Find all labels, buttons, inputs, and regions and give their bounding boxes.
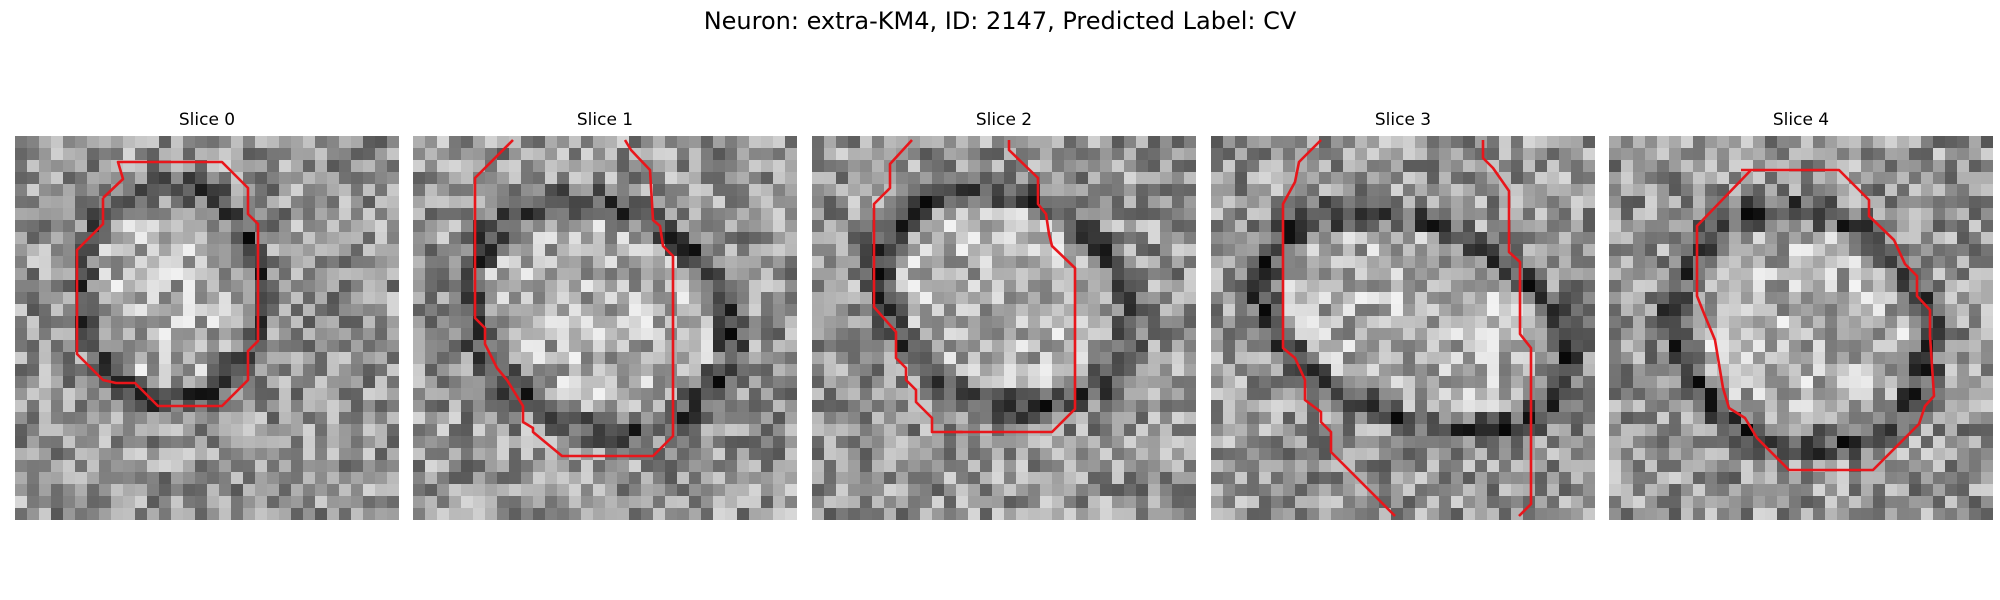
segmentation-contour-left: [473, 139, 675, 458]
slice-title-4: Slice 4: [1772, 110, 1830, 130]
slice-title-3: Slice 3: [1374, 110, 1432, 130]
slice-panel-3: Slice 3: [1211, 110, 1595, 520]
slice-image-2: [812, 136, 1196, 520]
segmentation-contour-right: [955, 140, 1077, 434]
slice-panel-4: Slice 4: [1609, 110, 1993, 520]
em-grayscale-image: [413, 136, 797, 520]
segmentation-contour-right: [1481, 140, 1533, 517]
segmentation-contour: [75, 160, 260, 408]
slice-image-3: [1211, 136, 1595, 520]
slice-title-2: Slice 2: [975, 110, 1033, 130]
figure-title: Neuron: extra-KM4, ID: 2147, Predicted L…: [703, 7, 1297, 35]
segmentation-contour: [1695, 168, 1936, 472]
slice-panel-1: Slice 1: [413, 110, 797, 520]
slice-panel-2: Slice 2: [812, 110, 1196, 520]
segmentation-contour-left: [1281, 139, 1396, 517]
slice-image-4: [1609, 136, 1993, 520]
slice-panel-0: Slice 0: [15, 110, 399, 520]
slice-title-1: Slice 1: [576, 110, 634, 130]
em-grayscale-image: [812, 136, 1196, 520]
slice-image-1: [413, 136, 797, 520]
em-grayscale-image: [1609, 136, 1993, 520]
em-grayscale-image: [15, 136, 399, 520]
slice-title-0: Slice 0: [178, 110, 236, 130]
em-grayscale-image: [1211, 136, 1595, 520]
slice-image-0: [15, 136, 399, 520]
